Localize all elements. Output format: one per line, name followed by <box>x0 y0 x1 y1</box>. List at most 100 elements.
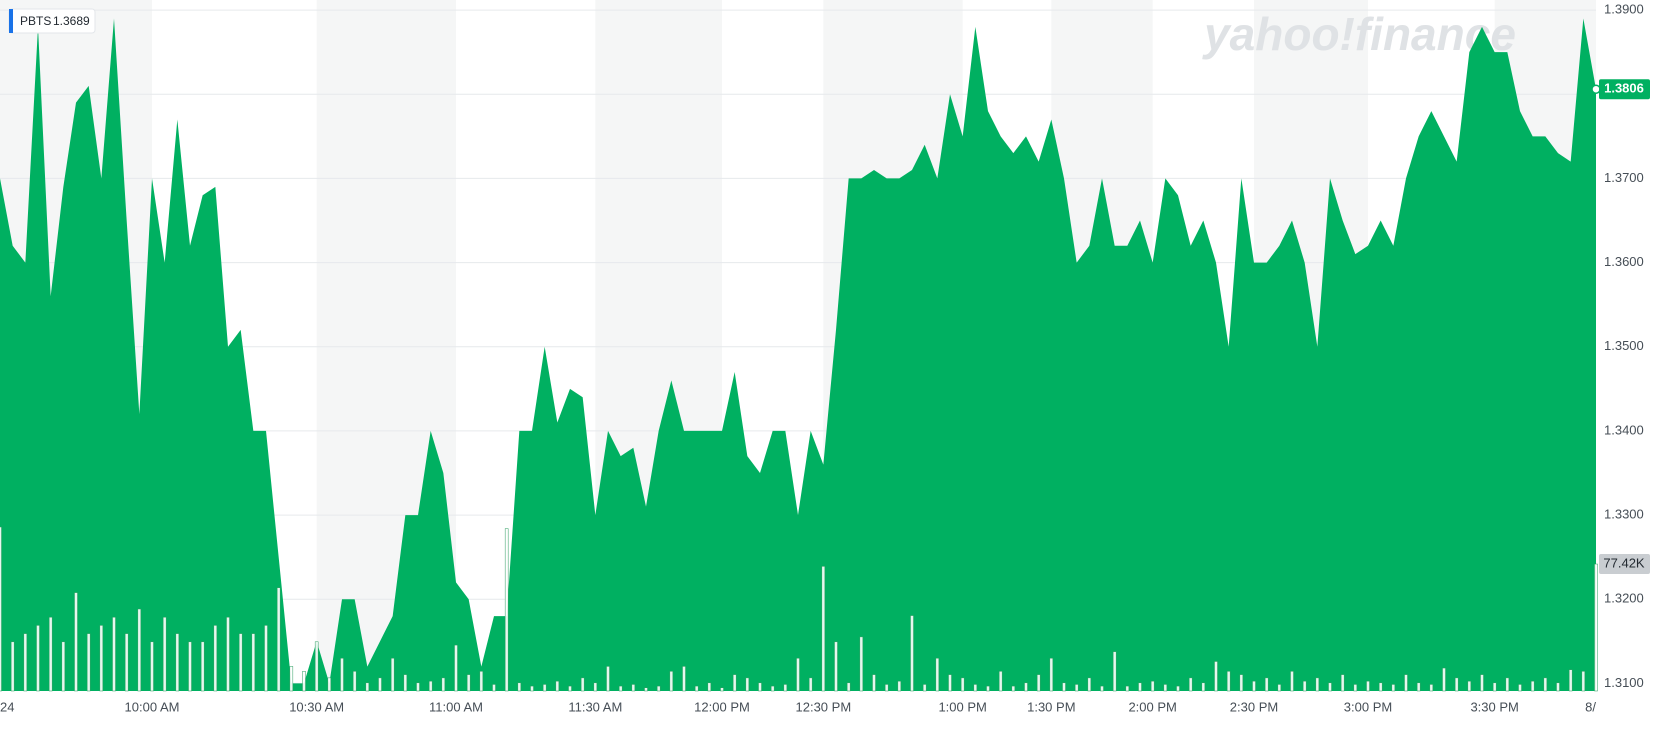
x-tick-label: 2:30 PM <box>1230 699 1278 714</box>
volume-bar <box>998 671 1003 692</box>
volume-bars <box>0 526 1598 692</box>
volume-bar <box>352 671 357 692</box>
x-tick-label: 24 <box>0 699 14 714</box>
price-area <box>0 18 1596 692</box>
volume-bar <box>340 657 344 692</box>
x-tick-label: 1:30 PM <box>1027 699 1075 714</box>
volume-bar <box>1467 680 1472 692</box>
volume-bar <box>580 677 585 692</box>
volume-bar <box>1353 684 1358 692</box>
volume-bar <box>188 641 192 692</box>
volume-bar <box>935 657 940 692</box>
volume-bar <box>416 682 420 692</box>
volume-bar <box>986 685 990 692</box>
x-tick-label: 12:00 PM <box>694 699 750 714</box>
volume-bar <box>1239 674 1244 692</box>
volume-bar <box>1543 677 1548 692</box>
volume-bar <box>1594 563 1598 692</box>
volume-bar <box>821 566 826 692</box>
volume-bar <box>1024 682 1028 692</box>
volume-bar <box>36 625 40 692</box>
volume-bar <box>1163 684 1168 692</box>
volume-bar <box>1568 669 1573 692</box>
watermark: yahoo!finance <box>1202 8 1516 60</box>
x-tick-label: 1:00 PM <box>938 699 986 714</box>
y-tick-label: 1.3900 <box>1604 2 1644 17</box>
x-tick-label: 10:30 AM <box>289 699 344 714</box>
volume-bar <box>1518 684 1522 692</box>
volume-bar <box>517 682 522 692</box>
volume-bar <box>1328 682 1332 692</box>
volume-bar <box>1492 682 1497 692</box>
volume-bar <box>48 616 53 692</box>
volume-bar <box>1315 677 1320 692</box>
volume-bar <box>1277 684 1282 692</box>
volume-bar <box>910 615 914 692</box>
volume-bar <box>682 666 686 692</box>
x-tick-label: 12:30 PM <box>796 699 852 714</box>
volume-bar <box>973 684 978 692</box>
volume-bar <box>23 633 28 692</box>
price-tag-box <box>1599 79 1650 100</box>
volume-bar <box>593 682 598 692</box>
volume-bar <box>1480 674 1484 692</box>
y-tick-label: 1.3500 <box>1604 338 1644 353</box>
volume-bar <box>644 687 648 692</box>
last-price-dot <box>1591 84 1601 94</box>
volume-bar <box>618 685 623 692</box>
volume-bar <box>276 587 281 692</box>
y-tick-label: 1.3400 <box>1604 422 1644 437</box>
volume-bar <box>492 684 496 692</box>
volume-tag-box <box>1599 554 1650 575</box>
volume-bar <box>796 657 800 692</box>
volume-bar <box>251 633 256 692</box>
volume-bar <box>1087 677 1092 692</box>
volume-bar <box>137 608 142 692</box>
volume-bar <box>1011 685 1016 692</box>
x-tick-label: 3:30 PM <box>1470 699 1518 714</box>
x-tick-label: 10:00 AM <box>125 699 180 714</box>
volume-bar <box>568 685 572 692</box>
tooltip-symbol: PBTS <box>20 14 51 28</box>
volume-bar <box>897 680 902 692</box>
volume-bar <box>720 687 724 692</box>
volume-bar <box>1366 680 1370 692</box>
volume-bar <box>1100 685 1104 692</box>
volume-bar <box>61 641 66 692</box>
volume-bar <box>226 616 230 692</box>
volume-bar <box>403 674 408 692</box>
volume-bar <box>859 636 864 692</box>
volume-bar <box>454 644 458 692</box>
volume-bar <box>1188 677 1193 692</box>
y-tick-label: 1.3600 <box>1604 254 1644 269</box>
volume-bar <box>872 674 876 692</box>
volume-bar <box>238 633 243 692</box>
volume-bar <box>1112 651 1117 692</box>
volume-bar <box>1454 677 1459 692</box>
volume-bar <box>112 616 116 692</box>
volume-bar <box>1581 671 1586 692</box>
volume-bar <box>530 685 534 692</box>
tooltip-marker <box>9 9 13 33</box>
volume-bar <box>1264 677 1269 692</box>
x-tick-label: 8/ <box>1585 699 1596 714</box>
volume-bar <box>846 682 851 692</box>
volume-bar <box>1505 677 1510 692</box>
volume-bar <box>770 685 775 692</box>
price-area <box>0 18 1596 692</box>
volume-bar <box>124 633 129 692</box>
volume-bar <box>1036 674 1041 692</box>
y-tick-label: 1.3700 <box>1604 170 1644 185</box>
volume-bar <box>922 684 927 692</box>
volume-bar <box>606 666 610 692</box>
volume-bar <box>289 666 294 692</box>
volume-bar <box>1138 682 1142 692</box>
volume-bar <box>732 674 737 692</box>
volume-bar <box>960 677 965 692</box>
x-tick-label: 2:00 PM <box>1128 699 1176 714</box>
volume-bar <box>10 641 15 692</box>
x-tick-label: 11:00 AM <box>429 699 483 714</box>
volume-bar <box>1252 680 1256 692</box>
